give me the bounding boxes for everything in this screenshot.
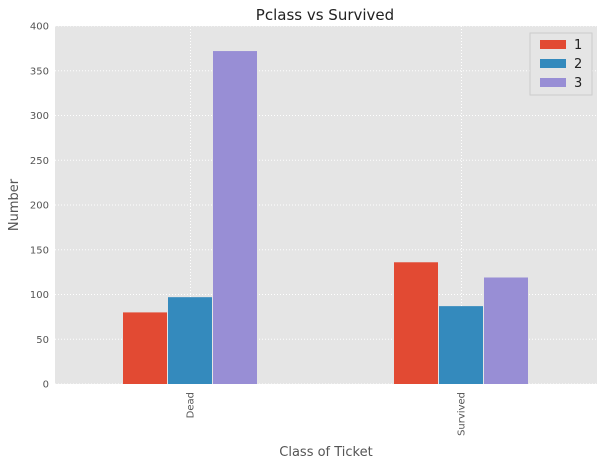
legend-label: 2 xyxy=(574,57,582,72)
legend-label: 3 xyxy=(574,76,582,91)
y-ticks: 0 50 100 150 200 250 300 350 400 xyxy=(30,22,49,391)
y-tick-label: 150 xyxy=(30,245,49,256)
legend-swatch xyxy=(540,59,566,68)
x-tick-label: Survived xyxy=(457,392,468,436)
x-axis-label: Class of Ticket xyxy=(279,445,372,460)
x-tick-label: Dead xyxy=(186,392,197,418)
bars xyxy=(123,51,528,385)
bar-survived-class-1 xyxy=(394,262,438,384)
y-tick-label: 0 xyxy=(43,380,49,391)
x-ticks: Dead Survived xyxy=(186,392,468,436)
y-tick-label: 350 xyxy=(30,66,49,77)
legend-swatch xyxy=(540,78,566,87)
y-tick-label: 100 xyxy=(30,290,49,301)
y-tick-label: 50 xyxy=(36,335,49,346)
bar-survived-class-2 xyxy=(439,306,483,384)
legend-label: 1 xyxy=(574,38,582,53)
bar-dead-class-2 xyxy=(168,297,212,384)
y-tick-label: 300 xyxy=(30,111,49,122)
y-axis-label: Number xyxy=(7,178,22,231)
bar-dead-class-1 xyxy=(123,312,167,384)
chart-title: Pclass vs Survived xyxy=(256,6,394,24)
legend: 1 2 3 xyxy=(529,32,593,96)
legend-swatch xyxy=(540,40,566,49)
bar-survived-class-3 xyxy=(484,277,528,384)
bar-dead-class-3 xyxy=(213,51,257,385)
y-tick-label: 400 xyxy=(30,22,49,33)
y-tick-label: 200 xyxy=(30,201,49,212)
y-tick-label: 250 xyxy=(30,156,49,167)
